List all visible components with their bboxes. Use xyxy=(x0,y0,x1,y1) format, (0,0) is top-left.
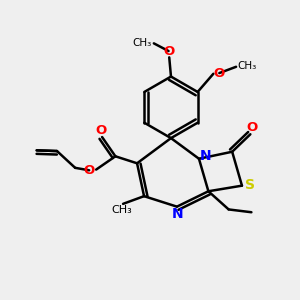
Text: O: O xyxy=(214,67,225,80)
Text: CH₃: CH₃ xyxy=(111,205,132,215)
Text: S: S xyxy=(245,178,255,192)
Text: N: N xyxy=(172,207,183,221)
Text: O: O xyxy=(95,124,106,136)
Text: O: O xyxy=(247,122,258,134)
Text: CH₃: CH₃ xyxy=(133,38,152,48)
Text: N: N xyxy=(200,149,212,163)
Text: O: O xyxy=(163,44,174,58)
Text: O: O xyxy=(83,164,95,177)
Text: CH₃: CH₃ xyxy=(237,61,256,71)
